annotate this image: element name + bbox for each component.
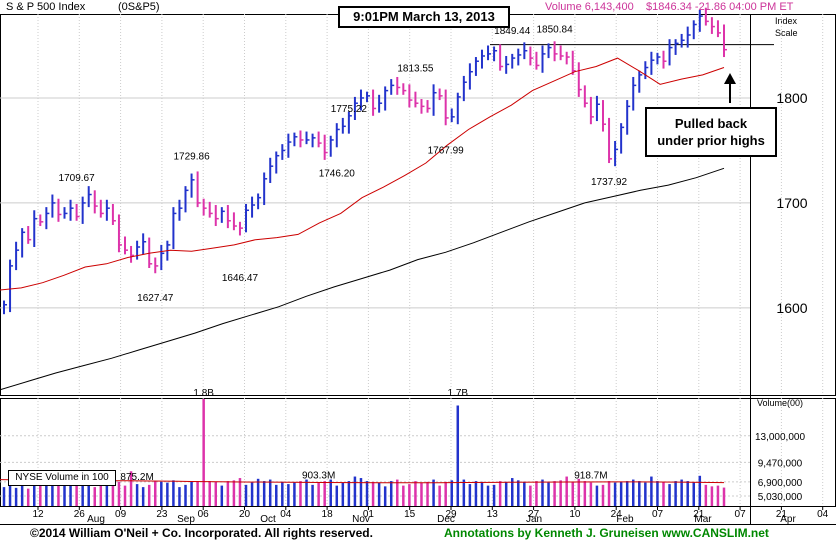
volume-annotation-label: 875.2M [120, 472, 153, 483]
price-annotation-label: 1767.99 [428, 146, 465, 157]
date-tick-label: 18 [322, 509, 334, 520]
date-tick-label: 27 [528, 509, 540, 520]
price-annotation-label: 1746.20 [319, 168, 356, 179]
ma-200-day-line [0, 167, 725, 391]
date-tick-label: 21 [693, 509, 705, 520]
annotations-credit: Annotations by Kenneth J. Gruneisen www.… [444, 526, 769, 540]
quote-readout: $1846.34 -21.86 04:00 PM ET [646, 1, 794, 13]
month-label: Nov [352, 514, 370, 525]
volume-tick-label: 6,900,000 [758, 478, 803, 489]
price-annotation-label: 1775.22 [331, 104, 368, 115]
month-label: Aug [87, 514, 105, 525]
date-tick-label: 24 [611, 509, 623, 520]
volume-tick-label: 9,470,000 [758, 458, 803, 469]
date-tick-label: 15 [404, 509, 416, 520]
annotation-box: Pulled back under prior highs [645, 107, 777, 157]
ma-50-day-line [0, 57, 725, 291]
date-tick-label: 04 [817, 509, 829, 520]
volume-tick-label: 5,030,000 [758, 492, 803, 503]
volume-tick-label: 13,000,000 [755, 432, 805, 443]
copyright-text: ©2014 William O'Neil + Co. Incorporated.… [30, 526, 373, 540]
volume-annotation-label: 918.7M [574, 471, 607, 482]
month-label: Dec [437, 514, 455, 525]
price-tick-label: 1800 [776, 90, 807, 106]
volume-legend: NYSE Volume in 100 [8, 470, 116, 486]
month-label: Apr [780, 514, 796, 525]
month-label: Sep [177, 514, 195, 525]
price-axis-label-1: Index [775, 16, 798, 26]
volume-axis-label: Volume(00) [757, 398, 803, 408]
index-symbol: (0S&P5) [118, 1, 160, 13]
month-label: Mar [694, 514, 712, 525]
price-annotation-label: 1849.44 [494, 26, 531, 37]
date-tick-label: 13 [487, 509, 499, 520]
date-tick-label: 07 [652, 509, 664, 520]
date-tick-label: 10 [569, 509, 581, 520]
date-tick-label: 01 [363, 509, 375, 520]
price-annotation-label: 1737.92 [591, 177, 628, 188]
annotation-line-2: under prior highs [657, 133, 765, 148]
volume-annotation-label: 1.7B [447, 388, 468, 399]
price-annotation-label: 1813.55 [397, 64, 434, 75]
date-tick-label: 29 [445, 509, 457, 520]
date-tick-label: 26 [74, 509, 86, 520]
date-tick-label: 20 [239, 509, 251, 520]
chart-title: 9:01PM March 13, 2013 [338, 6, 510, 28]
price-annotation-label: 1646.47 [222, 273, 259, 284]
price-tick-label: 1700 [776, 195, 807, 211]
price-tick-label: 1600 [776, 300, 807, 316]
month-label: Oct [260, 514, 276, 525]
date-tick-label: 23 [156, 509, 168, 520]
annotation-line-1: Pulled back [674, 116, 748, 131]
date-tick-label: 09 [115, 509, 127, 520]
price-annotation-label: 1709.67 [59, 173, 96, 184]
month-label: Feb [616, 514, 634, 525]
month-label: Jan [526, 514, 542, 525]
index-name: S & P 500 Index [6, 1, 86, 13]
price-axis-label-2: Scale [775, 28, 798, 38]
price-annotation-label: 1627.47 [137, 293, 174, 304]
date-tick-label: 04 [280, 509, 292, 520]
volume-annotation-label: 903.3M [302, 471, 335, 482]
volume-readout: Volume 6,143,400 [545, 1, 634, 13]
date-tick-label: 12 [32, 509, 44, 520]
volume-moving-average [0, 479, 725, 484]
volume-annotation-label: 1.8B [193, 388, 214, 399]
price-annotation-label: 1729.86 [173, 152, 210, 163]
date-tick-label: 06 [198, 509, 210, 520]
price-annotation-label: 1850.84 [537, 25, 574, 36]
date-tick-label: 07 [735, 509, 747, 520]
date-tick-label: 21 [776, 509, 788, 520]
annotation-arrow-head [724, 73, 736, 84]
